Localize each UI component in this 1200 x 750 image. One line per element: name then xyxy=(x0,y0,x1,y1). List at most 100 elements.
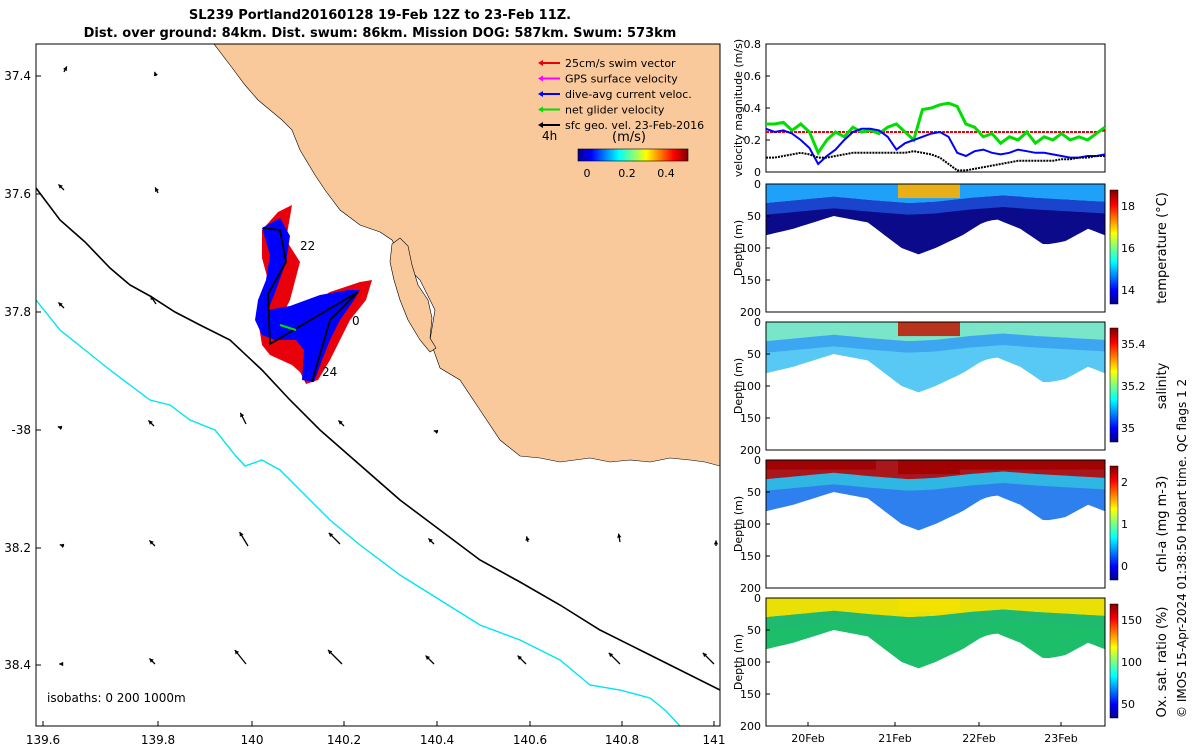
section-y-tick-label: 50 xyxy=(747,348,761,361)
section-ylabel: Depth (m) xyxy=(732,496,745,552)
map-y-tick-label: -38 xyxy=(11,423,31,437)
section-x-tick-label: 23Feb xyxy=(1044,732,1077,745)
section-y-tick-label: 100 xyxy=(740,518,761,531)
section-colorbar-tick: 14 xyxy=(1121,284,1135,297)
track-label-24: 24 xyxy=(322,365,337,379)
velocity-y-tick-label: 0.4 xyxy=(744,102,762,115)
legend-swatch-head xyxy=(538,122,543,128)
current-arrow-head xyxy=(149,658,154,663)
current-arrow-head xyxy=(702,652,708,658)
section-colorbar-label: Ox. sat. ratio (%) xyxy=(1155,607,1170,718)
section-y-tick-label: 100 xyxy=(740,656,761,669)
section-colorbar xyxy=(1109,465,1119,581)
legend-swatch-head xyxy=(538,106,543,113)
section-colorbar-tick: 100 xyxy=(1121,656,1142,669)
colorbar-tick-2: 0.4 xyxy=(657,167,675,180)
velocity-y-tick-label: 0.2 xyxy=(744,134,762,147)
section-y-tick-label: 100 xyxy=(740,380,761,393)
section-x-tick-label: 22Feb xyxy=(962,732,995,745)
map-x-tick-label: 140 xyxy=(241,733,264,747)
current-arrows xyxy=(57,66,719,667)
current-arrow-head xyxy=(153,71,158,77)
current-arrow-head xyxy=(57,425,63,430)
map-legend: 25cm/s swim vector GPS surface velocity di… xyxy=(538,57,704,132)
section-y-tick-label: 200 xyxy=(740,720,761,733)
legend-label: 25cm/s swim vector xyxy=(565,57,676,70)
map-y-tick-label: 38.4 xyxy=(4,658,31,672)
current-arrow-head xyxy=(58,184,63,189)
map-y-tick-label: 37.4 xyxy=(4,69,31,83)
current-arrow-head xyxy=(713,540,719,545)
section-y-tick-label: 150 xyxy=(740,688,761,701)
current-arrow-head xyxy=(433,429,439,434)
map-panel: 139.6 139.8 140 140.2 140.4 140.6 140.8 141 37.… xyxy=(4,43,726,747)
section-y-tick-label: 50 xyxy=(747,624,761,637)
current-arrow-head xyxy=(608,652,614,658)
section-colorbar-tick: 18 xyxy=(1121,200,1135,213)
section-y-tick-label: 50 xyxy=(747,210,761,223)
section-colorbar xyxy=(1109,189,1119,305)
section-colorbar-tick: 150 xyxy=(1121,614,1142,627)
section-colorbar xyxy=(1109,603,1119,719)
glider-track xyxy=(255,205,372,384)
section-colorbar-tick: 0 xyxy=(1121,560,1128,573)
section-panel: 0 50 100 150 200 Depth (m) 35 35.2 35.4 salinity xyxy=(732,316,1170,457)
velocity-series-line xyxy=(766,101,1106,156)
section-y-tick-label: 0 xyxy=(754,178,761,191)
section-hot-patch xyxy=(898,460,960,475)
section-ylabel: Depth (m) xyxy=(732,634,745,690)
section-hot-patch xyxy=(898,322,960,337)
map-x-tick-label: 141 xyxy=(703,733,726,747)
section-hot-patch xyxy=(946,460,1105,470)
velocity-series-line xyxy=(766,129,1106,133)
legend-swatch-head xyxy=(538,91,543,97)
section-mid-layer xyxy=(766,195,1105,215)
legend-swatch-head xyxy=(538,60,543,66)
map-y-tick-label: 38.2 xyxy=(4,541,31,555)
legend-swatch-head xyxy=(538,75,543,82)
side-note: © IMOS 15-Apr-2024 01:38:50 Hobart time.… xyxy=(1175,379,1189,718)
glider-path xyxy=(262,227,359,383)
current-arrow-head xyxy=(149,540,154,545)
section-y-tick-label: 0 xyxy=(754,454,761,467)
section-colorbar xyxy=(1109,327,1119,443)
track-label-22: 22 xyxy=(300,239,315,253)
current-arrow-head xyxy=(517,655,522,660)
section-hot-patch xyxy=(766,460,876,470)
velocity-ylabel: velocity magnitude (m/s) xyxy=(732,39,745,177)
isobath-1000 xyxy=(36,299,681,726)
section-mid-layer xyxy=(766,609,1105,629)
map-x-axis: 139.6 139.8 140 140.2 140.4 140.6 140.8 141 xyxy=(26,721,726,747)
map-x-tick-label: 139.6 xyxy=(26,733,60,747)
velocity-series-line xyxy=(765,127,1106,166)
section-y-tick-label: 50 xyxy=(747,486,761,499)
section-colorbar-label: salinity xyxy=(1155,362,1170,409)
colorbar-unit: (m/s) xyxy=(612,130,646,145)
section-hot-patch xyxy=(898,598,960,613)
scale-label: 4h xyxy=(542,129,557,143)
colorbar-tick-1: 0.2 xyxy=(618,167,636,180)
section-y-tick-label: 0 xyxy=(754,316,761,329)
section-colorbar-tick: 35 xyxy=(1121,422,1135,435)
isobath-label: isobaths: 0 200 1000m xyxy=(47,691,186,705)
section-mid-layer xyxy=(766,333,1105,353)
section-x-tick-label: 21Feb xyxy=(878,732,911,745)
legend-label: sfc geo. vel. 23-Feb-2016 xyxy=(565,119,704,132)
map-x-tick-label: 140.6 xyxy=(513,733,547,747)
legend-label: net glider velocity xyxy=(565,104,665,117)
section-colorbar-tick: 16 xyxy=(1121,242,1135,255)
section-panel: 0 50 100 150 200 Depth (m) 14 16 18 temperature (… xyxy=(732,178,1170,319)
map-x-tick-label: 140.2 xyxy=(327,733,361,747)
island xyxy=(389,237,437,353)
current-arrow-head xyxy=(428,538,433,543)
velocity-y-tick-label: 0 xyxy=(754,166,761,179)
map-y-tick-label: 37.6 xyxy=(4,187,31,201)
map-y-tick-label: 37.8 xyxy=(4,305,31,319)
section-colorbar-tick: 2 xyxy=(1121,476,1128,489)
map-y-axis: 37.4 37.6 37.8 -38 38.2 38.4 xyxy=(4,69,41,672)
map-frame xyxy=(35,43,721,727)
